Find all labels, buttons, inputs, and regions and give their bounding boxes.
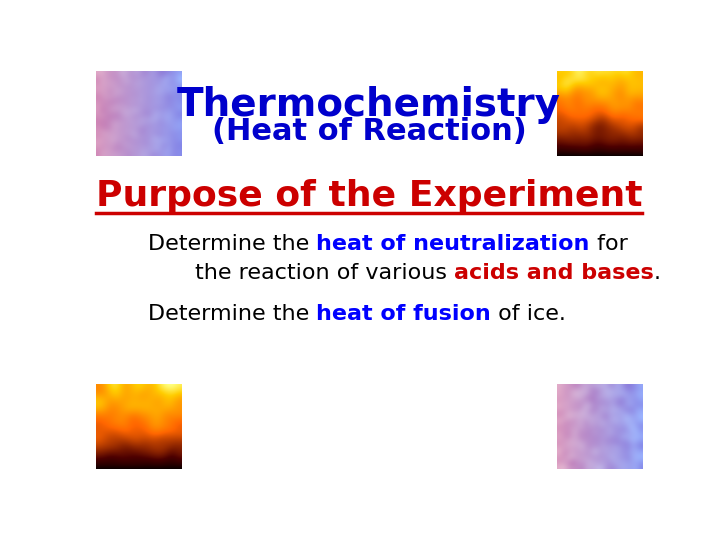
Text: Determine the: Determine the: [148, 303, 317, 323]
Text: Thermochemistry: Thermochemistry: [177, 86, 561, 124]
Text: the reaction of various: the reaction of various: [194, 264, 454, 284]
Text: of ice.: of ice.: [491, 303, 566, 323]
Text: Purpose of the Experiment: Purpose of the Experiment: [96, 179, 642, 213]
Text: acids and bases: acids and bases: [454, 264, 654, 284]
Text: (Heat of Reaction): (Heat of Reaction): [212, 117, 526, 146]
Text: heat of neutralization: heat of neutralization: [317, 234, 590, 254]
Text: .: .: [654, 264, 660, 284]
Text: heat of fusion: heat of fusion: [317, 303, 491, 323]
Text: for: for: [590, 234, 628, 254]
Text: Determine the: Determine the: [148, 234, 317, 254]
